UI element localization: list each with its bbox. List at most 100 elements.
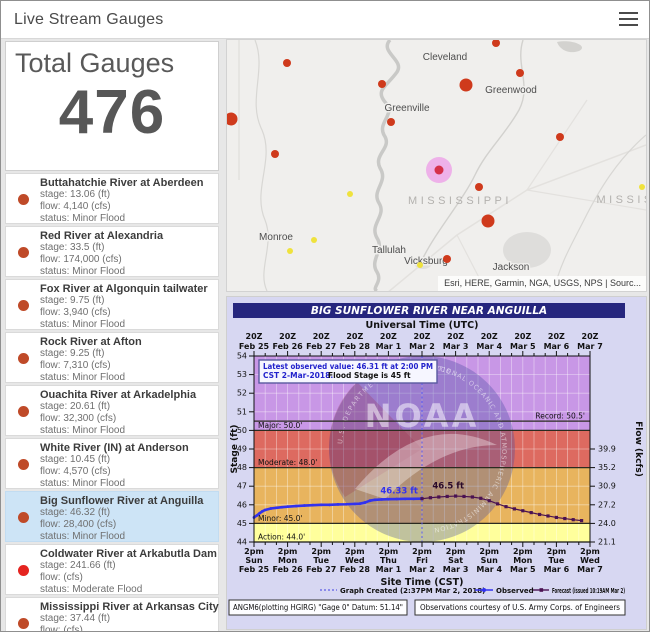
infobox-flood-stage: Flood Stage is 45 ft <box>328 371 411 380</box>
map-gauge-marker[interactable] <box>387 118 395 126</box>
map-gauge-marker[interactable] <box>378 80 386 88</box>
top-axis-title: Universal Time (UTC) <box>366 320 479 331</box>
stage-tick-label: 46 <box>237 500 247 509</box>
city-label: Greenville <box>384 103 429 114</box>
stage-axis-title: Stage (ft) <box>230 425 240 474</box>
hydrograph-panel: BIG SUNFLOWER RIVER NEAR ANGUILLA Univers… <box>226 296 647 630</box>
bottom-axis-hour-label: 2pm <box>513 547 533 556</box>
datum-info-box <box>228 599 408 616</box>
gauge-status: status: Minor Flood <box>40 425 126 436</box>
observed-point <box>319 503 323 507</box>
map-gauge-marker[interactable] <box>227 112 238 126</box>
map-gauge-marker[interactable] <box>271 150 279 158</box>
gauge-list-item[interactable]: Ouachita River at Arkadelphia stage: 20.6… <box>5 385 219 436</box>
top-axis-date-label: Mar 2 <box>409 342 435 351</box>
top-axis-hour-label: 20Z <box>447 332 464 341</box>
flood-line-label: Record: 50.5' <box>535 412 585 421</box>
forecast-point <box>571 518 575 522</box>
bottom-axis-hour-label: 2pm <box>379 547 399 556</box>
gauge-list-item[interactable]: Mississippi River at Arkansas City stage:… <box>5 597 219 631</box>
app-header: Live Stream Gauges <box>1 1 649 39</box>
bottom-axis-day-label: Tue <box>549 556 565 565</box>
gauge-status-dot-icon <box>18 247 29 258</box>
forecast-point <box>546 514 550 518</box>
observed-point <box>303 504 306 507</box>
map-gauge-marker[interactable] <box>516 69 524 77</box>
flow-tick-label: 24.0 <box>598 519 616 528</box>
forecast-point <box>462 494 466 499</box>
top-axis-date-label: Feb 25 <box>239 342 270 351</box>
gauge-item-text: Ouachita River at Arkadelphia stage: 20.6… <box>40 386 218 437</box>
bottom-axis-date-label: Feb 27 <box>306 565 336 574</box>
map-gauge-marker[interactable] <box>417 262 423 268</box>
map-gauge-marker[interactable] <box>492 40 500 47</box>
stage-tick-label: 47 <box>237 482 247 491</box>
gauge-status: status: Minor Flood <box>40 319 126 330</box>
observed-point <box>261 509 264 513</box>
gauge-status-dot-icon <box>18 565 29 576</box>
menu-bar <box>619 12 638 14</box>
map-panel[interactable]: MISSISSIPPI MISSISS Cleveland Greenwood Gree… <box>226 39 647 292</box>
observed-point <box>258 511 262 515</box>
top-axis-date-label: Mar 1 <box>376 342 402 351</box>
map-canvas[interactable]: MISSISSIPPI MISSISS Cleveland Greenwood Gree… <box>227 40 646 291</box>
stage-tick-label: 44 <box>237 538 247 547</box>
map-gauge-marker[interactable] <box>556 133 564 141</box>
infobox-line2-date: CST 2-Mar-2018. <box>263 371 333 380</box>
gauge-list-item[interactable]: Big Sunflower River at Anguilla stage: 46… <box>5 491 219 542</box>
gauge-list-item[interactable]: Buttahatchie River at Aberdeen stage: 13.… <box>5 173 219 224</box>
map-gauge-marker[interactable] <box>443 255 451 263</box>
map-gauge-marker[interactable] <box>347 191 353 197</box>
gauge-flow: flow: 7,310 (cfs) <box>40 360 111 371</box>
gauge-status-dot-icon <box>18 618 29 629</box>
top-axis-hour-label: 20Z <box>414 332 431 341</box>
observed-point <box>387 497 390 501</box>
forecast-point <box>428 496 432 500</box>
total-gauges-label: Total Gauges <box>15 48 175 78</box>
bottom-axis-date-label: Mar 5 <box>510 565 536 574</box>
river-mississippi <box>373 40 401 291</box>
bottom-axis-hour-label: 2pm <box>446 547 466 556</box>
gauge-list-item[interactable]: Red River at Alexandria stage: 33.5 (ft) f… <box>5 226 219 277</box>
bottom-axis-hour-label: 2pm <box>244 547 264 556</box>
observed-point <box>269 507 273 510</box>
gauge-list-item[interactable]: Fox River at Algonquin tailwater stage: 9… <box>5 279 219 330</box>
map-gauge-marker[interactable] <box>639 184 645 190</box>
observed-point <box>358 502 362 506</box>
forecast-point <box>470 495 474 499</box>
map-gauge-marker[interactable] <box>481 214 495 228</box>
top-axis-date-label: Feb 27 <box>306 342 336 351</box>
observed-point <box>345 502 348 506</box>
hamburger-menu-icon[interactable] <box>619 12 638 27</box>
gauge-list-item[interactable]: Rock River at Afton stage: 9.25 (ft) flow:… <box>5 332 219 383</box>
forecast-point <box>529 511 533 515</box>
gauge-status-dot-icon <box>18 406 29 417</box>
map-gauge-marker[interactable] <box>475 183 483 191</box>
svg-text:NOAA: NOAA <box>365 397 480 435</box>
legend-observed-label: Observed <box>496 587 534 595</box>
gauge-list[interactable]: Buttahatchie River at Aberdeen stage: 13.… <box>5 173 219 631</box>
bottom-axis-day-label: Mon <box>513 556 532 565</box>
gauge-list-item[interactable]: White River (IN) at Anderson stage: 10.45… <box>5 438 219 489</box>
courtesy-info-box <box>414 599 626 616</box>
observed-point <box>353 502 357 506</box>
legend-forecast-label: Forecast (issued 10:19AM Mar 2) <box>552 587 625 595</box>
gauge-item-text: White River (IN) at Anderson stage: 10.45… <box>40 439 218 490</box>
map-gauge-marker[interactable] <box>283 59 291 67</box>
observed-point <box>373 498 377 502</box>
top-axis-hour-label: 20Z <box>346 332 363 341</box>
map-gauge-marker[interactable] <box>287 248 293 254</box>
observed-point <box>280 505 284 509</box>
flow-tick-label: 35.2 <box>598 463 616 472</box>
gauge-item-text: Buttahatchie River at Aberdeen stage: 13.… <box>40 174 218 225</box>
map-gauge-marker-selected[interactable] <box>434 165 444 175</box>
gauge-name: Coldwater River at Arkabutla Dam <box>40 548 217 560</box>
bottom-axis-title: Site Time (CST) <box>381 577 464 588</box>
map-gauge-marker[interactable] <box>459 78 473 92</box>
gauge-stage: stage: 10.45 (ft) <box>40 454 111 465</box>
gauge-list-item[interactable]: Coldwater River at Arkabutla Dam stage: 2… <box>5 544 219 595</box>
map-gauge-marker[interactable] <box>311 237 317 243</box>
forecast-point <box>454 494 458 498</box>
top-axis-hour-label: 20Z <box>582 332 599 341</box>
gauge-flow: flow: 174,000 (cfs) <box>40 254 122 265</box>
